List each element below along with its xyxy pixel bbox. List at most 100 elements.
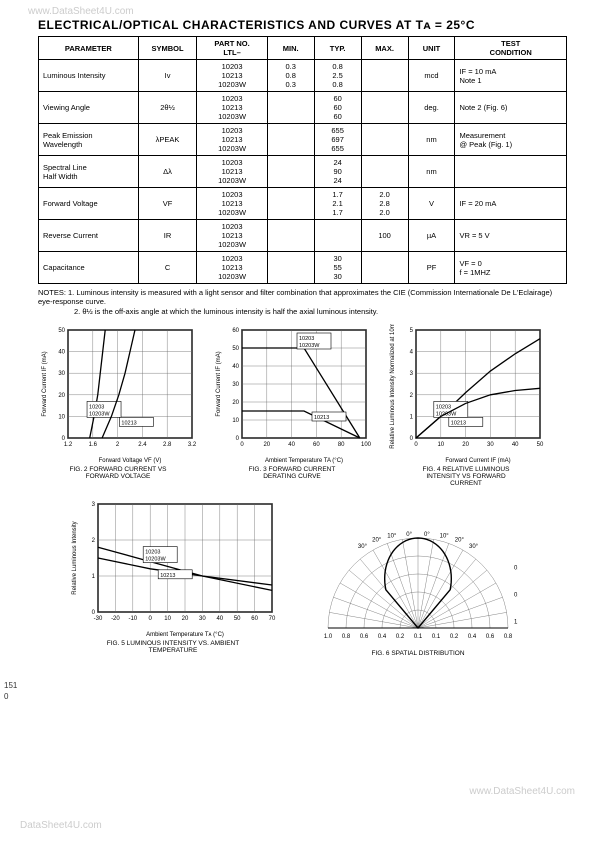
table-cell: [267, 188, 314, 220]
table-cell: [267, 92, 314, 124]
side-page-numbers: 151 0: [4, 680, 17, 702]
svg-text:10203W: 10203W: [299, 343, 320, 349]
svg-text:0.7: 0.7: [514, 565, 518, 571]
svg-text:10213: 10213: [314, 415, 329, 421]
svg-text:1: 1: [410, 415, 414, 421]
svg-text:10213: 10213: [451, 421, 466, 427]
svg-text:0.8: 0.8: [504, 634, 513, 640]
svg-text:3: 3: [92, 502, 96, 508]
col-partno: PART NO.LTL–: [197, 37, 267, 60]
svg-text:30: 30: [232, 382, 239, 388]
svg-text:2: 2: [410, 393, 414, 399]
svg-text:10°: 10°: [440, 533, 450, 539]
table-cell: Luminous Intensity: [39, 60, 139, 92]
fig3-block: 0204060801000102030405060Ambient Tempera…: [212, 324, 372, 487]
col-typ: TYP.: [314, 37, 361, 60]
table-cell: deg.: [408, 92, 455, 124]
table-cell: [267, 220, 314, 252]
svg-text:0.4: 0.4: [468, 634, 477, 640]
svg-text:0: 0: [236, 436, 240, 442]
table-cell: [361, 252, 408, 284]
table-cell: 2.02.82.0: [361, 188, 408, 220]
table-header-row: PARAMETER SYMBOL PART NO.LTL– MIN. TYP. …: [39, 37, 567, 60]
svg-text:50: 50: [537, 442, 544, 448]
svg-text:80: 80: [338, 442, 345, 448]
table-cell: [361, 60, 408, 92]
svg-text:10: 10: [58, 415, 65, 421]
table-cell: IR: [138, 220, 197, 252]
svg-text:40: 40: [216, 616, 223, 622]
svg-text:70: 70: [269, 616, 276, 622]
svg-text:-10: -10: [128, 616, 137, 622]
page-title: ELECTRICAL/OPTICAL CHARACTERISTICS AND C…: [38, 18, 567, 32]
table-cell: [314, 220, 361, 252]
table-cell: 0.82.50.8: [314, 60, 361, 92]
svg-text:Forward Current IF (mA): Forward Current IF (mA): [42, 351, 48, 416]
svg-text:10203W: 10203W: [145, 556, 166, 562]
svg-text:20°: 20°: [372, 537, 382, 543]
svg-text:10203: 10203: [436, 405, 451, 411]
table-cell: 100: [361, 220, 408, 252]
table-cell: nm: [408, 124, 455, 156]
table-cell: Reverse Current: [39, 220, 139, 252]
table-cell: 102031021310203W: [197, 156, 267, 188]
svg-text:0.2: 0.2: [396, 634, 405, 640]
svg-text:10°: 10°: [387, 533, 397, 539]
table-cell: [361, 156, 408, 188]
table-row: Luminous IntensityIv102031021310203W0.30…: [39, 60, 567, 92]
svg-text:-20: -20: [111, 616, 120, 622]
fig6-block: 0°0°10°10°20°20°30°30°1.00.80.60.40.20.1…: [318, 498, 518, 657]
svg-text:Relative Luminous Intensity No: Relative Luminous Intensity Normalized a…: [390, 324, 396, 449]
svg-text:0°: 0°: [424, 532, 430, 538]
svg-text:Forward Voltage VF (V): Forward Voltage VF (V): [99, 458, 162, 464]
svg-text:10203W: 10203W: [89, 412, 110, 418]
svg-text:3.2: 3.2: [188, 442, 197, 448]
table-cell: Note 2 (Fig. 6): [455, 92, 567, 124]
svg-text:1.0: 1.0: [324, 634, 333, 640]
svg-text:4: 4: [410, 350, 414, 356]
fig3-chart: 0204060801000102030405060Ambient Tempera…: [212, 324, 372, 464]
table-cell: [267, 252, 314, 284]
svg-text:0.6: 0.6: [486, 634, 495, 640]
fig2-block: 1.21.622.42.83.201020304050Forward Volta…: [38, 324, 198, 487]
table-cell: PF: [408, 252, 455, 284]
table-cell: µA: [408, 220, 455, 252]
table-cell: Forward Voltage: [39, 188, 139, 220]
fig2-chart: 1.21.622.42.83.201020304050Forward Volta…: [38, 324, 198, 464]
svg-text:5: 5: [410, 328, 414, 334]
characteristics-table: PARAMETER SYMBOL PART NO.LTL– MIN. TYP. …: [38, 36, 567, 284]
fig5-chart: -30-20-100102030405060700123Ambient Temp…: [68, 498, 278, 638]
svg-text:60: 60: [313, 442, 320, 448]
fig5-block: -30-20-100102030405060700123Ambient Temp…: [68, 498, 278, 657]
svg-text:1.0: 1.0: [514, 619, 518, 625]
svg-text:Forward Current IF (mA): Forward Current IF (mA): [445, 458, 510, 464]
svg-text:1.2: 1.2: [64, 442, 73, 448]
table-cell: 1.72.11.7: [314, 188, 361, 220]
svg-text:10: 10: [232, 418, 239, 424]
svg-text:20: 20: [182, 616, 189, 622]
table-cell: V: [408, 188, 455, 220]
table-cell: λPEAK: [138, 124, 197, 156]
table-cell: VR = 5 V: [455, 220, 567, 252]
svg-text:20: 20: [58, 393, 65, 399]
fig4-chart: 01020304050012345Forward Current IF (mA)…: [386, 324, 546, 464]
svg-text:0.8: 0.8: [514, 592, 518, 598]
svg-text:60: 60: [251, 616, 258, 622]
fig5-caption: FIG. 5 LUMINOUS INTENSITY VS. AMBIENTTEM…: [107, 640, 239, 654]
svg-text:Ambient Temperature TA (°C): Ambient Temperature TA (°C): [265, 458, 343, 464]
col-cond: TESTCONDITION: [455, 37, 567, 60]
svg-text:1.6: 1.6: [89, 442, 98, 448]
svg-text:0: 0: [240, 442, 244, 448]
svg-text:40: 40: [512, 442, 519, 448]
svg-text:10203: 10203: [89, 405, 104, 411]
note-2: 2. θ½ is the off-axis angle at which the…: [38, 307, 567, 316]
table-cell: IF = 20 mA: [455, 188, 567, 220]
table-cell: [455, 156, 567, 188]
table-cell: 655697655: [314, 124, 361, 156]
table-cell: IF = 10 mANote 1: [455, 60, 567, 92]
svg-text:Ambient Temperature Tᴀ (°C): Ambient Temperature Tᴀ (°C): [146, 632, 224, 638]
svg-text:30: 30: [487, 442, 494, 448]
table-cell: 0.30.80.3: [267, 60, 314, 92]
svg-text:0.4: 0.4: [378, 634, 387, 640]
col-unit: UNIT: [408, 37, 455, 60]
